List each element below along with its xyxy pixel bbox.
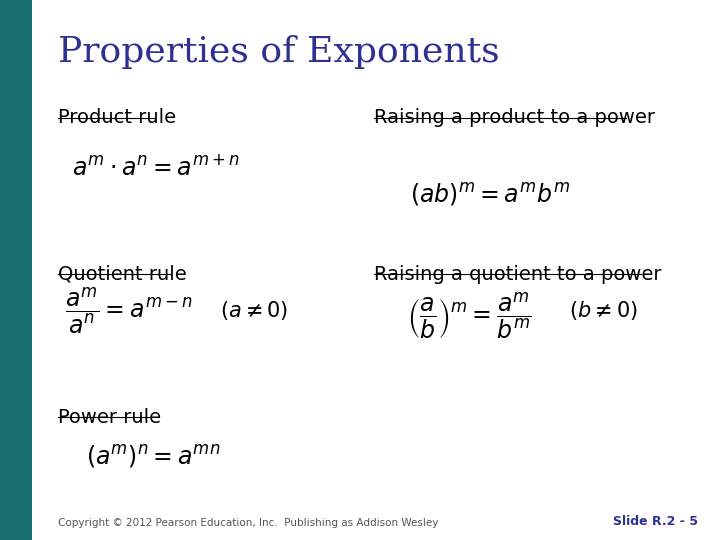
Text: Product rule: Product rule	[58, 108, 176, 127]
Text: $\left(\dfrac{a}{b}\right)^m = \dfrac{a^m}{b^m}$: $\left(\dfrac{a}{b}\right)^m = \dfrac{a^…	[407, 291, 532, 341]
Text: $(ab)^m = a^m b^m$: $(ab)^m = a^m b^m$	[410, 181, 570, 208]
Text: Raising a product to a power: Raising a product to a power	[374, 108, 655, 127]
Text: Quotient rule: Quotient rule	[58, 265, 186, 284]
Text: Copyright © 2012 Pearson Education, Inc.  Publishing as Addison Wesley: Copyright © 2012 Pearson Education, Inc.…	[58, 518, 438, 528]
Text: $(a^m)^n = a^{mn}$: $(a^m)^n = a^{mn}$	[86, 443, 221, 470]
Text: $a^m \cdot a^n = a^{m+n}$: $a^m \cdot a^n = a^{m+n}$	[72, 155, 240, 180]
Bar	[0, 0, 32, 540]
Text: $(b \neq 0)$: $(b \neq 0)$	[569, 299, 637, 322]
Text: $\dfrac{a^m}{a^n} = a^{m-n}$: $\dfrac{a^m}{a^n} = a^{m-n}$	[65, 285, 192, 336]
Text: Properties of Exponents: Properties of Exponents	[58, 35, 499, 69]
Text: Power rule: Power rule	[58, 408, 161, 427]
Text: $(a \neq 0)$: $(a \neq 0)$	[220, 299, 288, 322]
Text: Raising a quotient to a power: Raising a quotient to a power	[374, 265, 662, 284]
Text: Slide R.2 - 5: Slide R.2 - 5	[613, 515, 698, 528]
